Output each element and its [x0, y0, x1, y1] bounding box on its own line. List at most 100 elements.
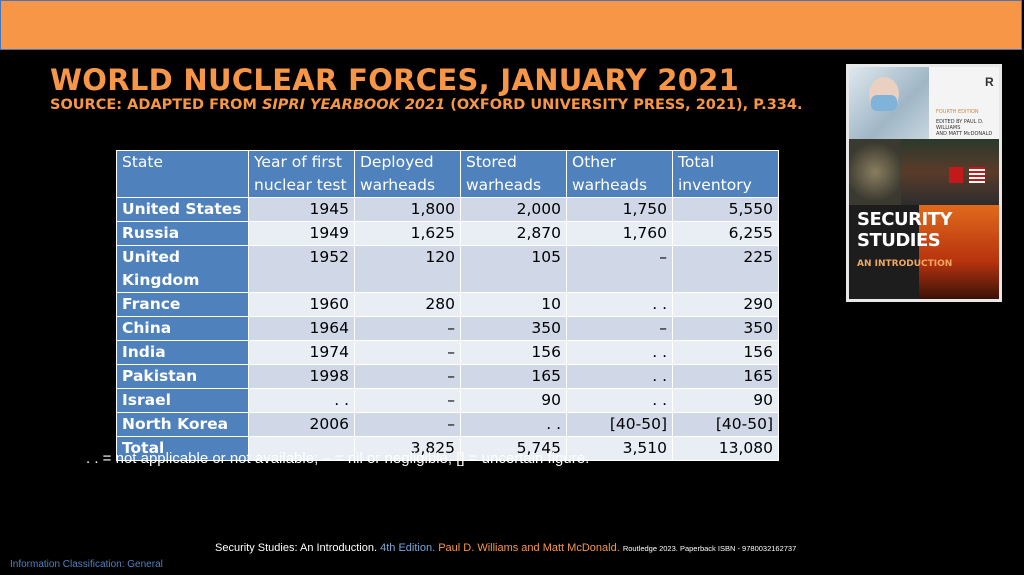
cell-other: . .	[566, 292, 673, 317]
cover-editors-line2: AND MATT McDONALD	[936, 131, 993, 137]
cell-total: [40-50]	[672, 412, 779, 437]
cover-title-line1: SECURITY	[857, 209, 952, 230]
row-state: India	[116, 340, 249, 365]
row-state: Total	[116, 436, 249, 461]
cell-total: 90	[672, 388, 779, 413]
cell-total: 165	[672, 364, 779, 389]
cell-deployed: 120	[354, 245, 461, 293]
row-state: France	[116, 292, 249, 317]
cell-deployed: –	[354, 388, 461, 413]
table-footnote: . . = not applicable or not available; –…	[86, 450, 590, 467]
table-header-row: State Year of first nuclear test Deploye…	[116, 150, 779, 198]
header-stored: Stored warheads	[460, 150, 567, 198]
cover-photo-fire	[919, 205, 999, 299]
top-banner	[0, 0, 1022, 50]
cell-total: 225	[672, 245, 779, 293]
row-state: United States	[116, 197, 249, 222]
footer-citation: Security Studies: An Introduction. 4th E…	[215, 542, 796, 554]
row-state: China	[116, 316, 249, 341]
cell-year: 1964	[248, 316, 355, 341]
table-row: United States 1945 1,800 2,000 1,750 5,5…	[116, 197, 779, 222]
row-state: Russia	[116, 221, 249, 246]
cell-other: . .	[566, 364, 673, 389]
cell-stored: 2,000	[460, 197, 567, 222]
cell-total: 6,255	[672, 221, 779, 246]
cell-total: 350	[672, 316, 779, 341]
cover-editors-line1: EDITED BY PAUL D. WILLIAMS	[936, 119, 984, 131]
row-state: Pakistan	[116, 364, 249, 389]
cell-year: 1974	[248, 340, 355, 365]
cell-stored: 10	[460, 292, 567, 317]
cover-photo-explosion	[849, 139, 901, 205]
cover-title-line2: STUDIES	[857, 230, 941, 251]
row-state: North Korea	[116, 412, 249, 437]
cell-year: . .	[248, 388, 355, 413]
cell-total: 290	[672, 292, 779, 317]
table-total-row: Total 3,825 5,745 3,510 13,080	[116, 436, 779, 461]
slide-subtitle: SOURCE: ADAPTED FROM SIPRI YEARBOOK 2021…	[50, 97, 810, 114]
row-state: United Kingdom	[116, 245, 249, 293]
table-row: Pakistan 1998 – 165 . . 165	[116, 364, 779, 389]
header-total-inventory: Total inventory	[672, 150, 779, 198]
cell-other: 1,760	[566, 221, 673, 246]
header-state: State	[116, 150, 249, 198]
footer-book: Security Studies: An Introduction.	[215, 542, 381, 554]
cell-deployed: 1,800	[354, 197, 461, 222]
cell-stored: 105	[460, 245, 567, 293]
cover-title: SECURITY STUDIES	[857, 209, 952, 251]
cell-deployed: 280	[354, 292, 461, 317]
cell-total: 156	[672, 340, 779, 365]
cover-title-panel	[849, 205, 919, 299]
cell-stored: 350	[460, 316, 567, 341]
subtitle-prefix: SOURCE: ADAPTED FROM	[50, 97, 262, 113]
table-row: India 1974 – 156 . . 156	[116, 340, 779, 365]
subtitle-suffix: (OXFORD UNIVERSITY PRESS, 2021), P.334.	[445, 97, 803, 113]
cell-other: [40-50]	[566, 412, 673, 437]
cell-deployed: 3,825	[354, 436, 461, 461]
subtitle-source-title: SIPRI YEARBOOK 2021	[261, 97, 446, 113]
cell-deployed: –	[354, 316, 461, 341]
cell-other: . .	[566, 388, 673, 413]
classification-label: Information Classification: General	[10, 559, 163, 570]
table-row: China 1964 – 350 – 350	[116, 316, 779, 341]
table-row: Israel . . – 90 . . 90	[116, 388, 779, 413]
cell-year: 1952	[248, 245, 355, 293]
flag-icon	[969, 167, 985, 183]
cover-top-panel	[929, 67, 999, 139]
cell-year: 1949	[248, 221, 355, 246]
cell-stored: 165	[460, 364, 567, 389]
header-other: Other warheads	[566, 150, 673, 198]
cover-subtitle: AN INTRODUCTION	[857, 259, 953, 269]
cell-total: 5,550	[672, 197, 779, 222]
footer-authors: Paul D. Williams and Matt McDonald.	[438, 542, 623, 554]
table-row: United Kingdom 1952 120 105 – 225	[116, 245, 779, 293]
cell-stored: 2,870	[460, 221, 567, 246]
flag-icon	[949, 167, 963, 183]
cell-stored: 90	[460, 388, 567, 413]
cell-stored: . .	[460, 412, 567, 437]
footer-edition: 4th Edition.	[380, 542, 439, 554]
publisher-logo: R	[985, 75, 994, 89]
cell-deployed: 1,625	[354, 221, 461, 246]
cell-deployed: –	[354, 364, 461, 389]
cover-photo-mask	[871, 95, 897, 111]
cell-year: 1945	[248, 197, 355, 222]
cell-year: 2006	[248, 412, 355, 437]
table-row: France 1960 280 10 . . 290	[116, 292, 779, 317]
cell-stored: 156	[460, 340, 567, 365]
slide-title: WORLD NUCLEAR FORCES, JANUARY 2021	[50, 63, 740, 97]
cell-other: 1,750	[566, 197, 673, 222]
cell-total: 13,080	[672, 436, 779, 461]
cell-deployed: –	[354, 340, 461, 365]
cover-edition: FOURTH EDITION	[936, 109, 979, 115]
cell-other: –	[566, 245, 673, 293]
cell-stored: 5,745	[460, 436, 567, 461]
nuclear-forces-table: State Year of first nuclear test Deploye…	[116, 150, 779, 461]
cell-year: 1960	[248, 292, 355, 317]
footer-publisher: Routledge 2023. Paperback ISBN - 9780032…	[622, 544, 797, 553]
header-year-first-test: Year of first nuclear test	[248, 150, 355, 198]
cell-deployed: –	[354, 412, 461, 437]
row-state: Israel	[116, 388, 249, 413]
cell-year: 1998	[248, 364, 355, 389]
cell-other: . .	[566, 340, 673, 365]
